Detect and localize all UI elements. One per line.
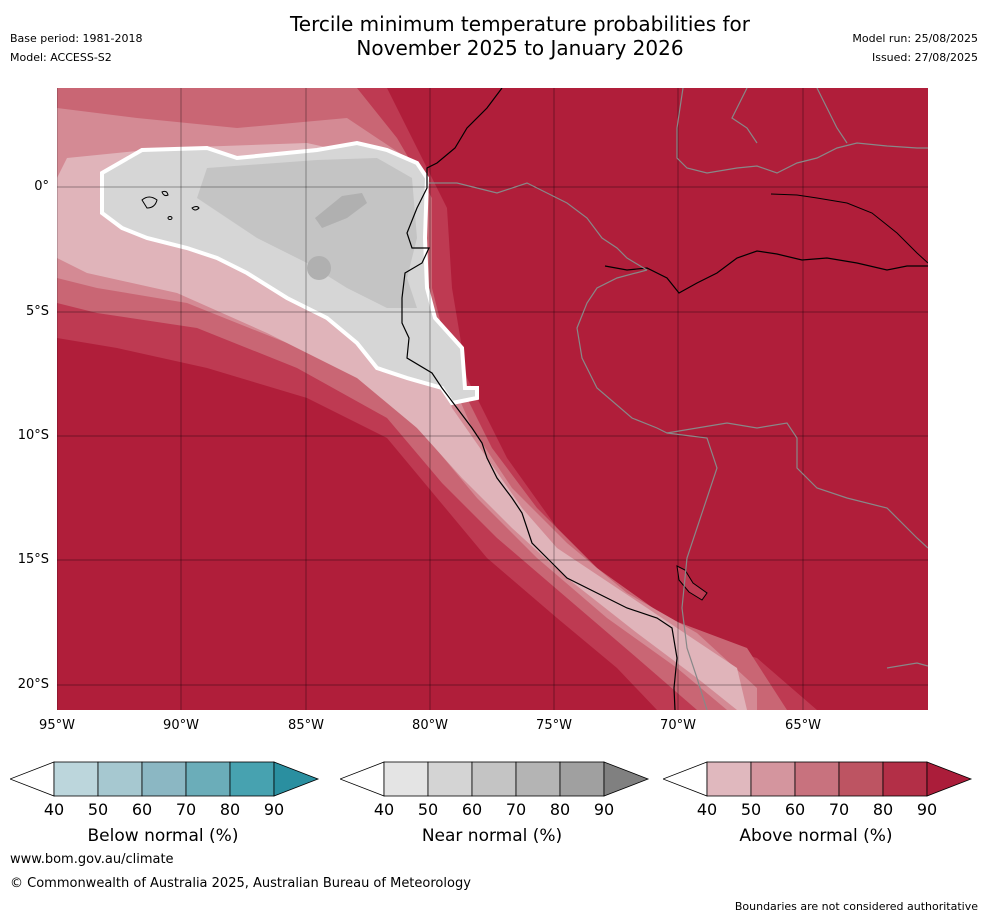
- colorbar-tick-label: 90: [263, 800, 285, 819]
- country-borders: [429, 88, 928, 710]
- coastline: [401, 88, 678, 710]
- colorbar-tick-label: 40: [43, 800, 65, 819]
- lat-label-10s: 10°S: [17, 428, 49, 443]
- colorbar-segment: [229, 761, 275, 797]
- colorbar-tick-label: 70: [175, 800, 197, 819]
- colorbar-near-normal: [340, 761, 650, 797]
- probability-map: [57, 88, 928, 710]
- colorbar-tick-label: 80: [549, 800, 571, 819]
- colorbar-tick-label: 50: [417, 800, 439, 819]
- colorbar-tick-label: 80: [219, 800, 241, 819]
- lon-label-65w: 65°W: [785, 718, 821, 733]
- colorbar-title-below: Below normal (%): [87, 826, 239, 846]
- model-name: Model: ACCESS-S2: [10, 51, 112, 64]
- lon-label-75w: 75°W: [536, 718, 572, 733]
- colorbar-segment: [515, 761, 561, 797]
- title-line-2: November 2025 to January 2026: [356, 36, 684, 60]
- colorbar-title-near: Near normal (%): [421, 826, 563, 846]
- region-above-50: [57, 143, 747, 710]
- colorbar-tick-label: 80: [872, 800, 894, 819]
- base-period: Base period: 1981-2018: [10, 32, 143, 45]
- lon-label-80w: 80°W: [412, 718, 448, 733]
- colorbar-segment: [53, 761, 99, 797]
- lon-label-90w: 90°W: [163, 718, 199, 733]
- colorbar-arrow-high: [273, 761, 320, 797]
- lat-label-0: 0°: [34, 179, 49, 194]
- lon-label-70w: 70°W: [660, 718, 696, 733]
- amazon-river: [604, 250, 928, 294]
- colorbar-tick-label: 50: [740, 800, 762, 819]
- title-line-1: Tercile minimum temperature probabilitie…: [289, 12, 751, 36]
- lon-label-95w: 95°W: [39, 718, 75, 733]
- website-link[interactable]: www.bom.gov.au/climate: [10, 852, 174, 867]
- colorbar-title-above: Above normal (%): [739, 826, 893, 846]
- grid-lines: [57, 88, 928, 710]
- colorbar-segment: [383, 761, 429, 797]
- issued-date: Issued: 27/08/2025: [871, 51, 978, 64]
- galapagos-islands: [141, 190, 200, 220]
- colorbar-tick-label: 90: [593, 800, 615, 819]
- colorbar-tick-label: 70: [505, 800, 527, 819]
- colorbar-tick-label: 60: [461, 800, 483, 819]
- lat-label-20s: 20°S: [17, 677, 49, 692]
- lat-label-15s: 15°S: [17, 552, 49, 567]
- colorbar-segment: [141, 761, 187, 797]
- lat-label-5s: 5°S: [25, 304, 49, 319]
- colorbar-segment: [706, 761, 752, 797]
- region-near-normal-70: [315, 193, 367, 228]
- colorbar-segment: [427, 761, 473, 797]
- colorbar-tick-label: 60: [784, 800, 806, 819]
- boundaries-disclaimer: Boundaries are not considered authoritat…: [734, 900, 978, 913]
- colorbar-tick-label: 40: [696, 800, 718, 819]
- lon-label-85w: 85°W: [288, 718, 324, 733]
- colorbar-tick-label: 90: [916, 800, 938, 819]
- amazon-tributary: [770, 193, 928, 264]
- colorbar-arrow-low: [663, 761, 708, 797]
- colorbar-tick-label: 50: [87, 800, 109, 819]
- colorbar-arrow-low: [10, 761, 55, 797]
- colorbar-segment: [750, 761, 796, 797]
- colorbar-segment: [559, 761, 605, 797]
- colorbar-segment: [794, 761, 840, 797]
- colorbar-segment: [471, 761, 517, 797]
- colorbar-tick-label: 40: [373, 800, 395, 819]
- colorbar-tick-label: 70: [828, 800, 850, 819]
- copyright-notice: © Commonwealth of Australia 2025, Austra…: [10, 876, 471, 891]
- region-near-normal-70-b: [307, 256, 331, 280]
- lake-titicaca: [676, 565, 708, 601]
- colorbar-segment: [97, 761, 143, 797]
- chart-title: Tercile minimum temperature probabilitie…: [0, 12, 988, 60]
- colorbar-segment: [882, 761, 928, 797]
- colorbar-arrow-low: [340, 761, 385, 797]
- model-run: Model run: 25/08/2025: [852, 32, 978, 45]
- colorbar-tick-label: 60: [131, 800, 153, 819]
- colorbar-arrow-high: [603, 761, 650, 797]
- colorbar-above-normal: [663, 761, 973, 797]
- colorbar-segment: [185, 761, 231, 797]
- colorbar-segment: [838, 761, 884, 797]
- colorbar-arrow-high: [926, 761, 973, 797]
- colorbar-below-normal: [10, 761, 320, 797]
